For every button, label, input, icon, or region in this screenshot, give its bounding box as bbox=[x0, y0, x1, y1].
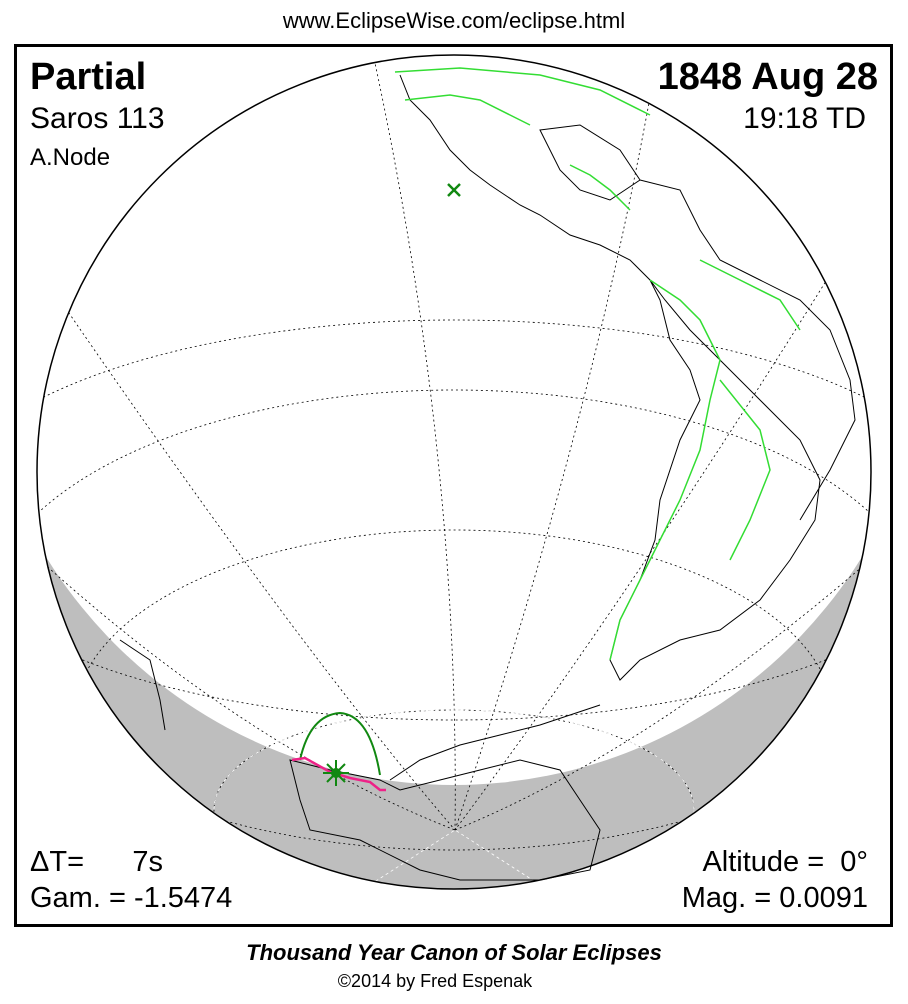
eclipse-type: Partial bbox=[30, 56, 147, 98]
altitude: Altitude = 0° bbox=[702, 846, 868, 878]
source-url: www.EclipseWise.com/eclipse.html bbox=[282, 8, 626, 33]
saros-number: Saros 113 bbox=[30, 102, 165, 135]
canon-title: Thousand Year Canon of Solar Eclipses bbox=[246, 940, 662, 965]
magnitude: Mag. = 0.0091 bbox=[681, 882, 868, 914]
graticule-night bbox=[213, 709, 695, 889]
map-frame bbox=[14, 44, 893, 927]
greatest-eclipse-star-icon bbox=[323, 760, 349, 786]
eclipse-limit-curve bbox=[299, 711, 381, 776]
delta-t: ΔT= 7s bbox=[30, 846, 163, 878]
penumbral-limit-line bbox=[291, 756, 386, 792]
coastlines bbox=[119, 74, 856, 881]
node-label: A.Node bbox=[30, 144, 111, 171]
globe-outline bbox=[36, 54, 872, 890]
copyright: ©2014 by Fred Espenak bbox=[337, 971, 533, 991]
political-borders bbox=[394, 67, 801, 661]
eclipse-date: 1848 Aug 28 bbox=[657, 56, 878, 98]
gamma: Gam. = -1.5474 bbox=[30, 882, 233, 914]
sub-solar-x-icon bbox=[447, 183, 461, 197]
eclipse-time: 19:18 TD bbox=[743, 102, 866, 135]
